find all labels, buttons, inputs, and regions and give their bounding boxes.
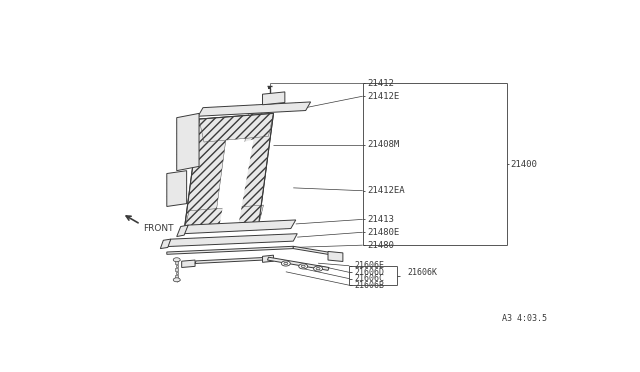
Bar: [175, 262, 178, 264]
Polygon shape: [184, 118, 229, 231]
Polygon shape: [293, 246, 333, 255]
Text: 21606K: 21606K: [408, 268, 437, 277]
Bar: [175, 268, 178, 271]
Text: 21606B: 21606B: [355, 281, 384, 290]
Polygon shape: [268, 257, 329, 270]
Text: A3 4:03.5: A3 4:03.5: [502, 314, 547, 323]
Polygon shape: [184, 113, 273, 231]
Polygon shape: [182, 260, 195, 267]
Bar: [176, 272, 178, 275]
Polygon shape: [328, 251, 343, 262]
Polygon shape: [199, 113, 273, 142]
Text: 21606C: 21606C: [355, 274, 384, 283]
Bar: [175, 275, 178, 278]
Polygon shape: [262, 255, 273, 262]
Circle shape: [314, 266, 323, 271]
Polygon shape: [167, 171, 187, 206]
Polygon shape: [198, 102, 310, 116]
Text: 21412: 21412: [367, 79, 394, 88]
Circle shape: [301, 265, 305, 267]
Text: 21480: 21480: [367, 241, 394, 250]
Text: 21413: 21413: [367, 215, 394, 224]
Polygon shape: [177, 113, 199, 171]
Polygon shape: [177, 225, 188, 237]
Bar: [176, 279, 178, 281]
Polygon shape: [183, 220, 296, 234]
Circle shape: [316, 267, 320, 270]
Circle shape: [299, 264, 308, 269]
Polygon shape: [167, 234, 297, 247]
Circle shape: [173, 258, 180, 262]
Circle shape: [284, 262, 288, 264]
Polygon shape: [161, 239, 171, 248]
Text: 21400: 21400: [511, 160, 538, 169]
Polygon shape: [167, 246, 293, 254]
Polygon shape: [195, 257, 264, 263]
Text: 21480E: 21480E: [367, 228, 400, 237]
Polygon shape: [184, 205, 264, 231]
Polygon shape: [262, 92, 285, 105]
Text: 21606D: 21606D: [355, 268, 384, 277]
Polygon shape: [234, 113, 273, 225]
Bar: [176, 265, 178, 267]
Circle shape: [282, 261, 291, 266]
Text: 21408M: 21408M: [367, 140, 400, 150]
Text: FRONT: FRONT: [143, 224, 173, 233]
Circle shape: [173, 278, 180, 282]
Text: 21606E: 21606E: [355, 261, 384, 270]
Text: 21412EA: 21412EA: [367, 186, 405, 195]
Polygon shape: [219, 139, 253, 229]
Text: 21412E: 21412E: [367, 92, 400, 101]
